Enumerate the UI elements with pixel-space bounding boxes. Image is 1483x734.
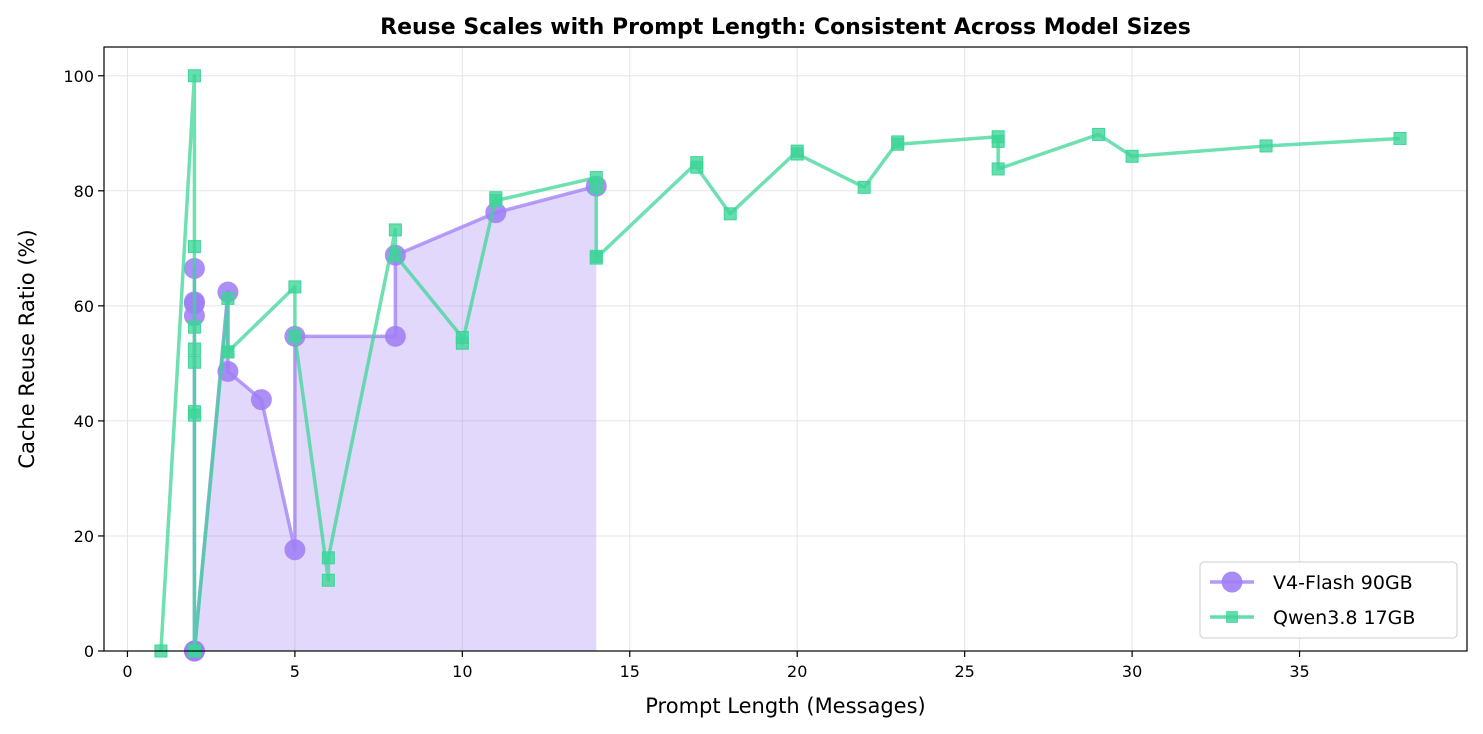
data-point xyxy=(288,280,302,294)
data-point xyxy=(187,342,201,356)
data-point xyxy=(991,162,1005,176)
x-tick-label: 10 xyxy=(452,662,472,681)
data-point xyxy=(187,69,201,83)
legend-marker xyxy=(1226,611,1238,623)
y-tick-label: 0 xyxy=(84,642,94,661)
legend-marker xyxy=(1221,571,1243,593)
y-tick-label: 40 xyxy=(74,412,94,431)
y-tick-label: 100 xyxy=(63,67,94,86)
data-point xyxy=(321,551,335,565)
x-tick-label: 0 xyxy=(122,662,132,681)
data-point xyxy=(589,251,603,265)
y-tick-label: 80 xyxy=(74,182,94,201)
legend: V4-Flash 90GB Qwen3.8 17GB xyxy=(1199,561,1458,639)
data-point xyxy=(991,134,1005,148)
data-point xyxy=(723,207,737,221)
data-point xyxy=(1092,127,1106,141)
data-point xyxy=(690,160,704,174)
x-tick-label: 15 xyxy=(620,662,640,681)
x-tick-label: 5 xyxy=(290,662,300,681)
x-tick-label: 20 xyxy=(787,662,807,681)
data-point xyxy=(221,291,235,305)
data-point xyxy=(321,573,335,587)
data-point xyxy=(187,240,201,254)
data-point xyxy=(455,336,469,350)
ticks: 0 5 10 15 20 25 30 35 0 20 40 60 80 100 xyxy=(63,67,1309,681)
data-point xyxy=(384,325,406,347)
data-point xyxy=(790,147,804,161)
y-axis-label: Cache Reuse Ratio (%) xyxy=(15,229,39,468)
data-point xyxy=(187,355,201,369)
data-point xyxy=(284,539,306,561)
data-point xyxy=(589,180,603,194)
data-point xyxy=(288,329,302,343)
x-tick-label: 35 xyxy=(1289,662,1309,681)
series-layer xyxy=(154,69,1407,662)
data-point xyxy=(489,194,503,208)
x-tick-label: 30 xyxy=(1122,662,1142,681)
plot-frame xyxy=(103,46,1468,652)
data-point xyxy=(388,248,402,262)
data-point xyxy=(250,389,272,411)
data-point xyxy=(388,223,402,237)
data-point xyxy=(187,320,201,334)
data-point xyxy=(1125,149,1139,163)
data-point xyxy=(891,137,905,151)
data-point xyxy=(221,345,235,359)
chart-title: Reuse Scales with Prompt Length: Consist… xyxy=(380,15,1191,40)
legend-label: V4-Flash 90GB xyxy=(1273,572,1413,594)
legend-label: Qwen3.8 17GB xyxy=(1273,607,1415,629)
y-tick-label: 60 xyxy=(74,297,94,316)
x-tick-label: 25 xyxy=(954,662,974,681)
data-point xyxy=(857,180,871,194)
data-point xyxy=(1259,139,1273,153)
legend-box xyxy=(1199,561,1458,639)
y-tick-label: 20 xyxy=(74,527,94,546)
data-point xyxy=(187,408,201,422)
data-point xyxy=(1393,131,1407,145)
x-axis-label: Prompt Length (Messages) xyxy=(645,694,926,718)
series-2 xyxy=(154,69,1407,658)
